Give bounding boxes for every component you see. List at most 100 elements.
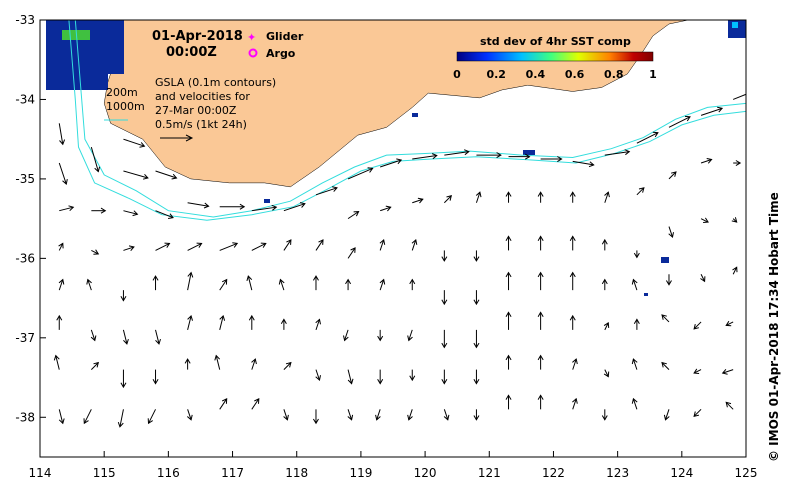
x-tick-label: 123 <box>606 466 629 480</box>
glider-legend-label: Glider <box>266 30 304 43</box>
velocity-vector <box>58 123 66 146</box>
velocity-vector <box>58 162 68 185</box>
velocity-vector <box>278 278 285 291</box>
velocity-vector <box>219 203 246 210</box>
velocity-vector <box>633 318 640 330</box>
velocity-vector <box>569 235 576 251</box>
x-tick-label: 125 <box>735 466 758 480</box>
velocity-vector <box>155 170 178 180</box>
date-label: 01-Apr-2018 <box>152 29 243 44</box>
velocity-vector <box>473 409 480 421</box>
velocity-vector <box>537 311 544 330</box>
velocity-vector <box>572 358 578 370</box>
velocity-vector <box>184 358 191 370</box>
velocity-vector <box>58 409 65 425</box>
velocity-vector <box>601 238 608 251</box>
velocity-vector <box>732 91 746 100</box>
velocity-vector <box>441 329 448 349</box>
velocity-vector <box>444 149 470 156</box>
velocity-vector <box>86 278 92 291</box>
velocity-vector <box>90 361 99 370</box>
velocity-vector <box>248 314 255 330</box>
y-tick-label: -37 <box>15 331 35 345</box>
velocity-vector <box>53 354 60 370</box>
scale-arrow-head-icon <box>185 134 194 142</box>
velocity-vector <box>700 217 709 223</box>
y-tick-label: -33 <box>15 13 35 27</box>
velocity-vector <box>120 290 127 302</box>
velocity-vector <box>700 158 713 164</box>
velocity-vector <box>58 242 64 251</box>
velocity-vector <box>633 250 640 259</box>
isobath-200-label: 200m <box>106 86 138 99</box>
velocity-vector <box>473 369 480 385</box>
velocity-vector <box>441 250 448 262</box>
sst-patch-green <box>62 30 90 40</box>
velocity-vector <box>693 408 702 417</box>
velocity-vector <box>315 318 321 331</box>
plot-frame <box>39 19 747 458</box>
velocity-vector <box>379 278 386 291</box>
velocity-vector <box>693 368 702 374</box>
velocity-vector <box>251 204 278 212</box>
velocity-vector <box>186 409 193 421</box>
y-tick-label: -36 <box>15 251 35 265</box>
velocity-vector <box>409 369 416 382</box>
velocity-vector <box>380 158 403 168</box>
velocity-vector <box>214 354 221 370</box>
x-tick-label: 121 <box>478 466 501 480</box>
sst-patch-speck-5 <box>523 150 535 155</box>
y-tick-label: -35 <box>15 172 35 186</box>
colorbar-tick-label: 0.2 <box>486 68 506 81</box>
colorbar-tick-label: 0.6 <box>565 68 585 81</box>
velocity-vector <box>505 394 512 410</box>
gsla-line-2: and velocities for <box>155 90 250 103</box>
velocity-vector <box>733 160 742 167</box>
sst-patch-speck-4 <box>412 113 418 117</box>
velocity-vector <box>251 397 260 410</box>
velocity-vector <box>476 152 502 159</box>
velocity-vector <box>219 278 228 291</box>
velocity-vector <box>473 250 480 262</box>
velocity-vector <box>569 191 576 203</box>
velocity-vector <box>347 369 354 385</box>
time-label: 00:00Z <box>166 45 217 60</box>
velocity-vector <box>700 106 724 116</box>
x-tick-label: 114 <box>29 466 52 480</box>
velocity-vector <box>152 369 159 385</box>
velocity-vector <box>412 153 438 160</box>
velocity-vector <box>377 329 384 342</box>
velocity-vectors <box>53 91 746 428</box>
velocity-vector <box>123 170 149 180</box>
velocity-vector <box>91 207 107 214</box>
velocity-vector <box>569 271 576 291</box>
velocity-vector <box>540 156 563 163</box>
x-tick-label: 124 <box>670 466 693 480</box>
velocity-vector <box>572 160 595 168</box>
velocity-vector <box>443 409 450 421</box>
velocity-vector <box>379 238 386 251</box>
velocity-vector <box>668 171 677 180</box>
platform-legend: ✦ Glider Argo <box>247 30 304 60</box>
velocity-vector <box>123 210 139 217</box>
velocity-vector <box>315 186 338 196</box>
x-tick-label: 119 <box>349 466 372 480</box>
velocity-vector <box>537 271 544 291</box>
x-axis: 114 115 116 117 118 119 120 121 122 123 124 125 <box>29 451 758 480</box>
velocity-vector <box>187 202 210 209</box>
velocity-vector <box>219 314 226 330</box>
velocity-vector <box>636 187 645 196</box>
velocity-vector <box>219 397 228 410</box>
velocity-vector <box>473 329 480 349</box>
x-tick-label: 120 <box>414 466 437 480</box>
velocity-vector <box>603 322 610 331</box>
velocity-vector <box>631 278 638 291</box>
x-tick-label: 117 <box>221 466 244 480</box>
velocity-vector <box>251 242 267 251</box>
velocity-vector <box>120 369 127 389</box>
colorbar-ticks: 0 0.2 0.4 0.6 0.8 1 <box>453 68 657 81</box>
velocity-vector <box>58 278 65 291</box>
glider-marker-icon: ✦ <box>247 31 256 44</box>
velocity-vector <box>347 167 374 180</box>
